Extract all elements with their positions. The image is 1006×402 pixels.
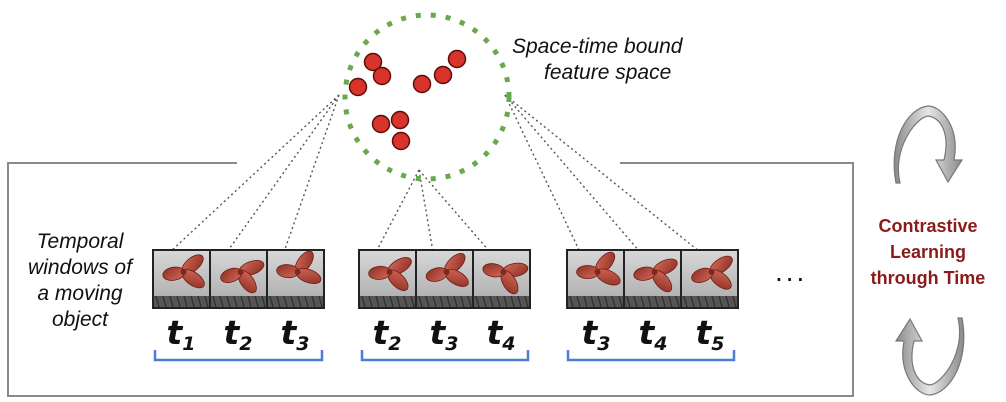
time-label-t3: t3 — [429, 313, 459, 356]
frame-object-thumbnail — [152, 249, 211, 309]
connection-line — [418, 169, 491, 253]
frame-object-thumbnail — [266, 249, 325, 309]
feature-point — [412, 74, 432, 94]
window-brackets — [153, 350, 736, 362]
cycle-arrow-icon — [893, 105, 965, 396]
window-bracket — [153, 350, 324, 362]
frame-object-thumbnail — [209, 249, 268, 309]
feature-point — [390, 110, 410, 130]
feature-space-circle — [342, 12, 512, 182]
time-label-t2: t2 — [223, 313, 253, 356]
frame-object-thumbnail — [472, 249, 531, 309]
frame-groups — [152, 249, 739, 309]
connection-line — [169, 94, 340, 253]
connection-line — [504, 94, 641, 253]
window-bracket — [360, 350, 530, 362]
connection-line — [375, 169, 420, 253]
window-bracket — [566, 350, 736, 362]
feature-point — [371, 114, 391, 134]
connection-line — [504, 94, 701, 253]
time-label-t4: t4 — [486, 313, 516, 356]
temporal-windows-label: Temporal windows of a moving object — [28, 230, 132, 331]
time-label-t3: t3 — [280, 313, 310, 356]
window-frame — [7, 162, 854, 397]
frame-object-thumbnail — [415, 249, 474, 309]
time-label-t3: t3 — [581, 313, 611, 356]
connection-line — [504, 94, 581, 253]
feature-point — [372, 66, 392, 86]
time-label-t4: t4 — [638, 313, 668, 356]
feature-point — [348, 77, 368, 97]
connection-line — [283, 94, 340, 253]
time-label-t1: t1 — [166, 313, 196, 356]
connection-line — [418, 169, 434, 253]
time-label-t5: t5 — [695, 313, 725, 356]
frame-object-thumbnail — [566, 249, 625, 309]
connection-lines — [169, 94, 701, 253]
frame-object-thumbnail — [623, 249, 682, 309]
feature-space-label: Space-time bound feature space — [512, 35, 683, 84]
feature-point — [391, 131, 411, 151]
feature-point — [363, 52, 383, 72]
time-label-t2: t2 — [372, 313, 402, 356]
frame-object-thumbnail — [358, 249, 417, 309]
feature-points — [348, 49, 467, 151]
feature-point — [447, 49, 467, 69]
connection-line — [226, 94, 340, 253]
ellipsis: ... — [775, 256, 808, 287]
frame-object-thumbnail — [680, 249, 739, 309]
contrastive-learning-label: Contrastive Learning through Time — [870, 216, 986, 288]
feature-point — [433, 65, 453, 85]
